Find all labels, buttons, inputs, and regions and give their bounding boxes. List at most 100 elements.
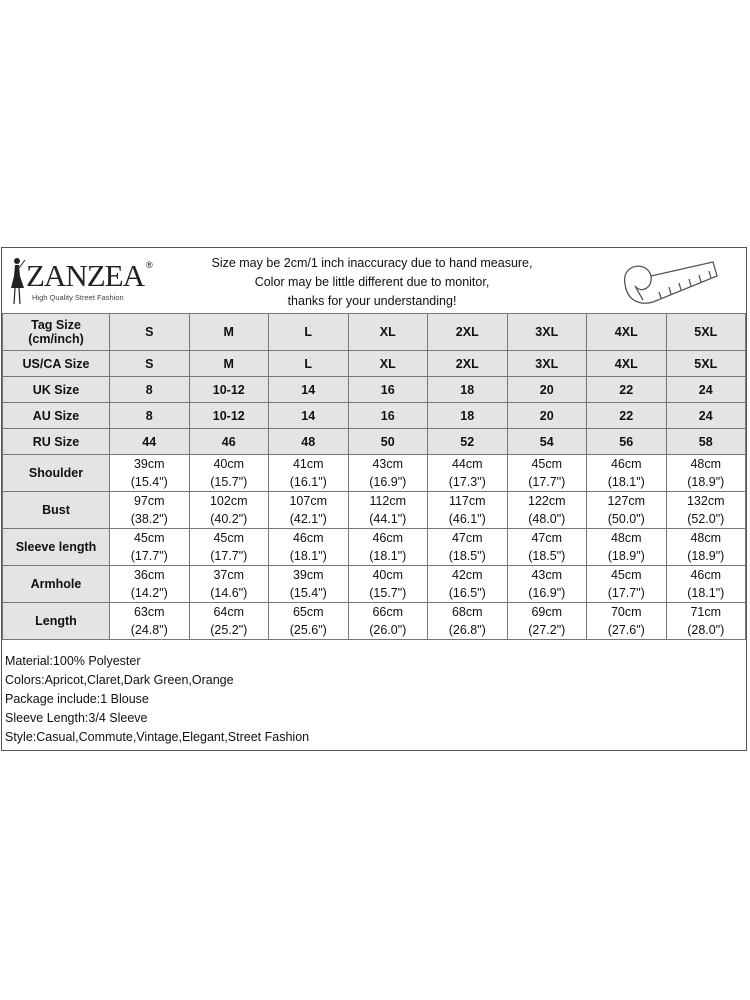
size-chart: ZANZEA ® High Quality Street Fashion Siz…	[1, 247, 747, 751]
size-cell: 8	[109, 402, 190, 429]
cm-value: 65cm	[292, 605, 324, 619]
row-label: Bust	[2, 491, 110, 529]
measurement-cell: 37cm (14.6")	[188, 565, 269, 603]
note-package: Package include:1 Blouse	[5, 692, 149, 706]
inch-value: (17.7")	[210, 549, 248, 563]
size-cell: 16	[347, 376, 428, 403]
measurement-cell: 40cm (15.7")	[347, 565, 428, 603]
size-cell: 44	[109, 428, 190, 455]
size-cell: 5XL	[665, 350, 746, 377]
size-cell: 48	[268, 428, 349, 455]
size-cell: 10-12	[188, 402, 269, 429]
cm-value: 37cm	[213, 568, 245, 582]
measurement-cell: 68cm (26.8")	[427, 602, 508, 640]
measurement-cell: 46cm (18.1")	[665, 565, 746, 603]
cm-value: 127cm	[607, 494, 646, 508]
measurement-row: Armhole 36cm (14.2") 37cm (14.6") 39cm (15.4")…	[2, 565, 746, 603]
measurement-cell: 39cm (15.4")	[109, 454, 190, 492]
cm-value: 68cm	[451, 605, 483, 619]
cm-value: 47cm	[451, 531, 483, 545]
size-cell: 3XL	[506, 350, 587, 377]
inch-value: (16.1")	[289, 475, 327, 489]
measurement-cell: 41cm (16.1")	[268, 454, 349, 492]
cm-value: 71cm	[690, 605, 722, 619]
size-cell: 50	[347, 428, 428, 455]
brand-tagline: High Quality Street Fashion	[32, 293, 124, 302]
inch-value: (17.7")	[130, 549, 168, 563]
size-cell: 52	[427, 428, 508, 455]
cm-value: 36cm	[133, 568, 165, 582]
size-row: RU Size 44 46 48 50 52 54 56 58	[2, 428, 746, 455]
cm-value: 117cm	[448, 494, 486, 508]
size-cell: 18	[427, 376, 508, 403]
measurement-cell: 117cm (46.1")	[427, 491, 508, 529]
inch-value: (27.6")	[607, 623, 645, 637]
cm-value: 48cm	[690, 531, 722, 545]
size-cell: 2XL	[427, 350, 508, 377]
measurement-cell: 45cm (17.7")	[506, 454, 587, 492]
cm-value: 43cm	[531, 568, 563, 582]
inch-value: (18.1")	[289, 549, 327, 563]
measurement-cell: 45cm (17.7")	[109, 528, 190, 566]
inch-value: (17.7")	[528, 475, 566, 489]
measurement-cell: 40cm (15.7")	[188, 454, 269, 492]
measurement-cell: 69cm (27.2")	[506, 602, 587, 640]
measurement-cell: 63cm (24.8")	[109, 602, 190, 640]
inch-value: (24.8")	[130, 623, 168, 637]
measurement-cell: 39cm (15.4")	[268, 565, 349, 603]
size-cell: XL	[347, 350, 428, 377]
cm-value: 46cm	[292, 531, 324, 545]
size-row: Tag Size (cm/inch) S M L XL 2XL 3XL 4XL 5XL	[2, 313, 746, 351]
row-label: Armhole	[2, 565, 110, 603]
chart-header: ZANZEA ® High Quality Street Fashion Siz…	[2, 248, 746, 314]
size-cell: 56	[586, 428, 667, 455]
inch-value: (42.1")	[289, 512, 327, 526]
cm-value: 39cm	[292, 568, 324, 582]
row-label: Length	[2, 602, 110, 640]
notice-line: Color may be little different due to mon…	[254, 275, 490, 289]
size-cell: 16	[347, 402, 428, 429]
measurement-cell: 46cm (18.1")	[268, 528, 349, 566]
size-cell: 14	[268, 402, 349, 429]
size-cell: L	[268, 313, 349, 351]
size-cell: 54	[506, 428, 587, 455]
size-cell: 5XL	[665, 313, 746, 351]
size-cell: 14	[268, 376, 349, 403]
size-cell: 20	[506, 376, 587, 403]
size-cell: 24	[665, 402, 746, 429]
size-cell: M	[188, 313, 269, 351]
size-cell: 3XL	[506, 313, 587, 351]
inch-value: (18.9")	[687, 549, 725, 563]
brand-logo: ZANZEA ® High Quality Street Fashion	[8, 256, 158, 306]
cm-value: 70cm	[610, 605, 642, 619]
measurement-cell: 47cm (18.5")	[506, 528, 587, 566]
inch-value: (46.1")	[448, 512, 486, 526]
inch-value: (26.0")	[369, 623, 407, 637]
inch-value: (44.1")	[369, 512, 407, 526]
cm-value: 66cm	[372, 605, 404, 619]
measurement-row: Bust 97cm (38.2") 102cm (40.2") 107cm (42.1") 1…	[2, 491, 746, 529]
measurement-cell: 112cm (44.1")	[347, 491, 428, 529]
cm-value: 47cm	[531, 531, 563, 545]
cm-value: 132cm	[686, 494, 725, 508]
row-label: Sleeve length	[2, 528, 110, 566]
size-row: US/CA Size S M L XL 2XL 3XL 4XL 5XL	[2, 350, 746, 377]
inch-value: (18.9")	[687, 475, 725, 489]
measurement-cell: 43cm (16.9")	[347, 454, 428, 492]
cm-value: 40cm	[372, 568, 404, 582]
measurement-cell: 66cm (26.0")	[347, 602, 428, 640]
cm-value: 41cm	[292, 457, 324, 471]
inch-value: (25.2")	[210, 623, 248, 637]
inch-value: (18.5")	[528, 549, 566, 563]
measurement-cell: 64cm (25.2")	[188, 602, 269, 640]
inch-value: (14.6")	[210, 586, 248, 600]
cm-value: 40cm	[213, 457, 245, 471]
measurement-cell: 65cm (25.6")	[268, 602, 349, 640]
notice-line: thanks for your understanding!	[287, 294, 457, 308]
inch-value: (16.9")	[528, 586, 566, 600]
cm-value: 43cm	[372, 457, 404, 471]
inch-value: (28.0")	[687, 623, 725, 637]
notice-text: Size may be 2cm/1 inch inaccuracy due to…	[172, 254, 572, 311]
inch-value: (48.0")	[528, 512, 566, 526]
measurement-cell: 43cm (16.9")	[506, 565, 587, 603]
